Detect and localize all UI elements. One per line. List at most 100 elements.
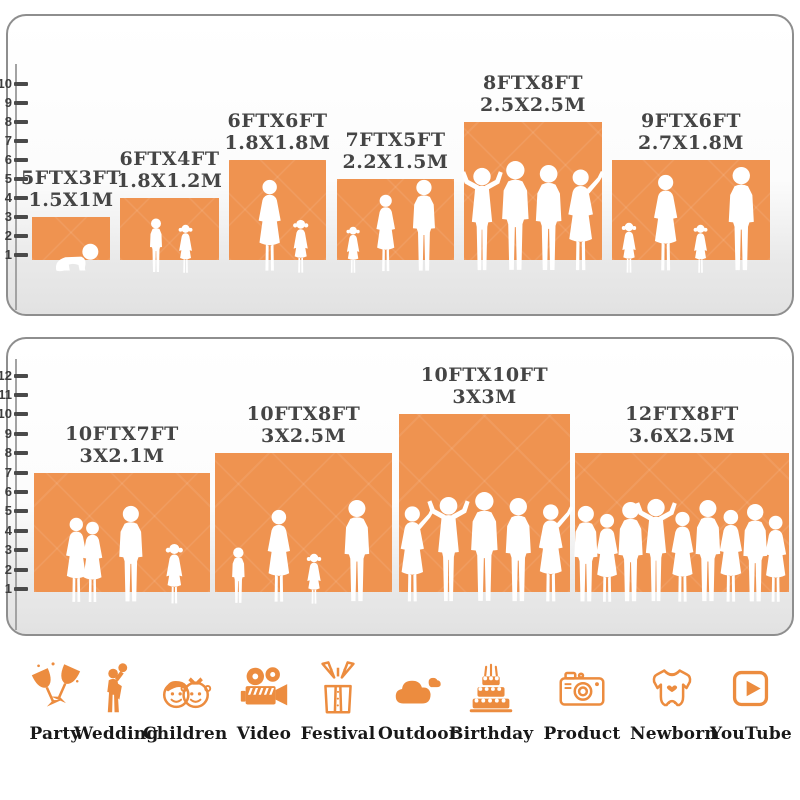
wedding-icon — [107, 663, 128, 713]
woman-silhouette — [251, 179, 288, 274]
category-children: Children — [143, 660, 227, 744]
ruler-tick-number: 10 — [0, 76, 12, 91]
ruler-tick — [14, 548, 28, 553]
category-label: Festival — [300, 724, 376, 744]
ruler-tick — [14, 373, 28, 378]
man-silhouette — [722, 166, 761, 274]
children-icon — [162, 677, 212, 709]
category-party: Party — [13, 660, 97, 744]
youtube-icon — [732, 670, 769, 707]
category-product: Product — [540, 660, 624, 744]
boy-silhouette — [228, 547, 249, 605]
party-icon — [31, 662, 81, 707]
ruler-tick — [14, 528, 28, 533]
ruler-tick — [14, 120, 28, 124]
category-outdoor: Outdoor — [376, 660, 460, 744]
backdrop-bar-6ftx4ft — [120, 198, 219, 260]
bar-size-label: 9FTX6FT 2.7X1.8M — [591, 110, 791, 154]
bar-size-label: 12FTX8FT 3.6X2.5M — [582, 403, 782, 447]
bar-size-ft: 12FTX8FT — [625, 403, 739, 426]
category-label: Newborn — [630, 724, 717, 744]
ruler-tick — [14, 509, 28, 514]
girl-silhouette — [174, 224, 197, 274]
ruler-tick-number: 1 — [4, 247, 12, 262]
girl-silhouette — [617, 222, 641, 274]
category-label: Wedding — [74, 724, 159, 744]
ruler-tick-number: 10 — [0, 406, 12, 422]
ruler-tick — [14, 412, 28, 417]
bar-size-m: 2.5X2.5M — [480, 94, 586, 116]
category-label: Birthday — [449, 724, 534, 744]
ruler-tick-number: 7 — [4, 464, 12, 480]
ruler-tick-number: 2 — [4, 228, 12, 243]
ruler-tick-number: 9 — [4, 95, 12, 110]
ruler-tick-number: 4 — [4, 522, 12, 538]
ruler-tick — [14, 177, 28, 181]
category-label: Children — [143, 724, 228, 744]
boy-silhouette — [146, 218, 166, 274]
bar-size-label: 8FTX8FT 2.5X2.5M — [433, 72, 633, 116]
bar-size-m: 1.8X1.8M — [224, 132, 331, 154]
ruler-tick-number: 5 — [4, 503, 12, 519]
bar-size-ft: 8FTX8FT — [483, 72, 583, 94]
ruler-tick — [14, 215, 28, 219]
bar-size-ft: 10FTX7FT — [65, 422, 179, 445]
category-label: Party — [29, 724, 81, 744]
newborn-icon — [652, 669, 692, 707]
ruler-tick-number: 5 — [4, 171, 12, 186]
category-wedding: Wedding — [74, 660, 158, 744]
girl-silhouette — [302, 553, 326, 605]
bar-size-m: 2.7X1.8M — [638, 132, 744, 154]
bar-size-label: 6FTX6FT 1.8X1.8M — [178, 110, 378, 154]
woman-silhouette — [646, 174, 685, 274]
bar-size-ft: 10FTX10FT — [420, 364, 549, 387]
ruler-tick-number: 7 — [4, 133, 12, 148]
ruler-tick — [14, 234, 28, 238]
category-youtube: YouTube — [709, 660, 793, 744]
man-silhouette — [113, 505, 149, 605]
bar-size-m: 2.2X1.5M — [342, 151, 449, 173]
ruler-tick — [14, 393, 28, 397]
ruler-tick-number: 6 — [4, 484, 12, 499]
woman-silhouette — [260, 509, 298, 605]
ruler-axis-line — [15, 64, 17, 310]
bar-size-label: 6FTX4FT 1.8X1.2M — [70, 148, 270, 192]
panel-small-medium-top: 1 2 3 4 5 6 7 8 9 10 5FTX3FT 1.5X1M 6FTX4FT 1.8X1.2M 6… — [0, 14, 794, 316]
bar-size-m: 3X2.1M — [79, 444, 165, 467]
bar-size-label: 5FTX3FT 1.5X1M — [0, 167, 171, 211]
video-icon — [240, 667, 288, 706]
ruler-tick-number: 8 — [4, 445, 12, 461]
category-video: Video — [222, 660, 306, 744]
bar-size-ft: 7FTX5FT — [345, 129, 446, 151]
bar-size-ft: 10FTX8FT — [246, 403, 361, 426]
ruler-tick-number: 3 — [4, 542, 12, 558]
ruler-tick-number: 2 — [4, 561, 12, 577]
category-label: Product — [543, 724, 621, 744]
ruler-tick-number: 11 — [0, 387, 12, 402]
bar-size-label: 10FTX8FT 3X2.5M — [204, 403, 404, 447]
woman-silhouette — [557, 168, 608, 274]
bar-size-ft: 6FTX6FT — [227, 110, 328, 132]
ruler-tick — [14, 158, 28, 162]
woman-silhouette — [758, 515, 793, 605]
bar-size-ft: 5FTX3FT — [21, 167, 121, 189]
bar-size-m: 3X3M — [452, 386, 517, 409]
outdoor-icon — [395, 677, 441, 704]
bar-size-m: 1.8X1.2M — [116, 170, 223, 192]
girl-silhouette — [288, 219, 313, 274]
ruler-tick-number: 8 — [4, 114, 12, 129]
ruler-tick — [14, 490, 28, 494]
ruler-tick-number: 4 — [4, 190, 12, 205]
ruler-tick-number: 9 — [4, 425, 12, 441]
woman-silhouette — [76, 521, 109, 605]
man-silhouette — [407, 179, 441, 274]
category-label: Outdoor — [378, 724, 458, 744]
ruler-tick — [14, 431, 28, 436]
ruler-tick-number: 3 — [4, 209, 12, 224]
bar-size-m: 3.6X2.5M — [629, 425, 735, 448]
girl-silhouette — [160, 543, 189, 605]
category-newborn: Newborn — [630, 660, 717, 744]
ruler-tick — [14, 82, 28, 86]
girl-silhouette — [689, 224, 712, 274]
ruler-tick — [14, 451, 28, 456]
